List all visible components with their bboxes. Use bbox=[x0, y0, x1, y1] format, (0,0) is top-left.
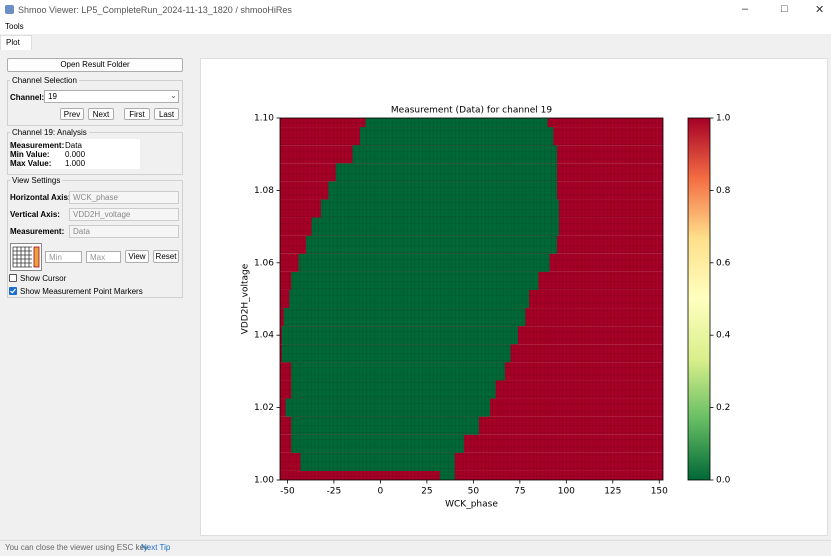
y-tick-label: 1.06 bbox=[254, 258, 274, 268]
setting-select[interactable]: Data bbox=[69, 225, 179, 238]
y-tick-label: 1.04 bbox=[254, 331, 274, 341]
heatmap bbox=[280, 118, 663, 480]
window-title: Shmoo Viewer: LP5_CompleteRun_2024-11-13… bbox=[18, 5, 292, 15]
analysis-value: 0.000 bbox=[65, 150, 86, 159]
menu-tools[interactable]: Tools bbox=[5, 22, 24, 31]
dropdown-arrow: ⌄ bbox=[170, 91, 177, 100]
analysis-value: Data bbox=[65, 141, 82, 150]
colorbar-tick-label: 0.6 bbox=[716, 258, 731, 268]
group-title: Channel 19: Analysis bbox=[10, 128, 89, 137]
chart: -50 -25 0 25 50 75 100 125 150 1.00 1.02 1.04 1.06 1.… bbox=[241, 106, 731, 510]
tab-label[interactable]: Plot bbox=[6, 38, 20, 47]
colorbar bbox=[687, 117, 711, 481]
setting-select[interactable]: WCK_phase bbox=[69, 191, 179, 204]
colormap-button[interactable] bbox=[10, 243, 42, 271]
channel-group bbox=[7, 80, 183, 126]
view-button[interactable]: View bbox=[125, 250, 149, 263]
analysis-key: Min Value: bbox=[10, 150, 50, 159]
x-tick-label: 50 bbox=[468, 487, 480, 497]
group-title: Channel Selection bbox=[10, 76, 79, 85]
max-input[interactable]: Max bbox=[86, 251, 121, 263]
x-tick-label: 75 bbox=[514, 487, 525, 497]
y-tick-label: 1.00 bbox=[254, 476, 274, 486]
analysis-value: 1.000 bbox=[65, 159, 86, 168]
colorbar-tick-label: 1.0 bbox=[716, 114, 731, 124]
minimize[interactable]: – bbox=[742, 3, 749, 15]
x-tick-label: -25 bbox=[327, 487, 342, 497]
prev-button[interactable]: Prev bbox=[60, 108, 84, 120]
checkbox-label[interactable]: Show Cursor bbox=[20, 274, 67, 283]
reset-button[interactable]: Reset bbox=[153, 250, 179, 263]
colorbar-tick-label: 0.0 bbox=[716, 476, 731, 486]
group-title: View Settings bbox=[10, 176, 63, 185]
menu-bar bbox=[0, 20, 831, 34]
icon-grid bbox=[12, 246, 32, 268]
setting-label: Vertical Axis: bbox=[10, 210, 60, 219]
channel-select[interactable]: 19 bbox=[44, 90, 179, 103]
channel-label: Channel: bbox=[10, 93, 45, 102]
analysis-key: Max Value: bbox=[10, 159, 52, 168]
icon-bar bbox=[33, 246, 40, 268]
x-tick-label: -50 bbox=[280, 487, 295, 497]
app-icon bbox=[5, 5, 14, 14]
next-tip-link[interactable]: Next Tip bbox=[141, 543, 171, 552]
min-input[interactable]: Min bbox=[45, 251, 82, 263]
view-group bbox=[7, 180, 183, 298]
analysis-group bbox=[7, 132, 183, 175]
y-axis-label: VDD2H_voltage bbox=[241, 263, 251, 334]
analysis-box bbox=[22, 139, 140, 169]
last-button[interactable]: Last bbox=[154, 108, 179, 120]
y-tick-label: 1.10 bbox=[254, 114, 274, 124]
x-tick-label: 0 bbox=[378, 487, 384, 497]
x-tick-label: 25 bbox=[421, 487, 432, 497]
open-folder-button[interactable]: Open Result Folder bbox=[7, 58, 183, 72]
checkbox-label[interactable]: Show Measurement Point Markers bbox=[20, 287, 143, 296]
x-tick-label: 125 bbox=[604, 487, 621, 497]
checkbox[interactable] bbox=[9, 274, 17, 282]
colorbar-tick-label: 0.8 bbox=[716, 186, 731, 196]
y-tick-label: 1.02 bbox=[254, 403, 274, 413]
maximize[interactable]: □ bbox=[781, 3, 788, 15]
status-bar bbox=[0, 540, 831, 556]
chart-title: Measurement (Data) for channel 19 bbox=[391, 106, 552, 116]
setting-label: Horizontal Axis: bbox=[10, 193, 71, 202]
setting-label: Measurement: bbox=[10, 227, 65, 236]
cell-mesh bbox=[280, 118, 663, 480]
next-button[interactable]: Next bbox=[88, 108, 114, 120]
colorbar-tick-label: 0.4 bbox=[716, 331, 731, 341]
first-button[interactable]: First bbox=[124, 108, 150, 120]
colorbar-tick-label: 0.2 bbox=[716, 403, 730, 413]
x-tick-label: 100 bbox=[558, 487, 575, 497]
x-axis-label: WCK_phase bbox=[445, 500, 498, 510]
plot-frame bbox=[279, 117, 664, 481]
setting-select[interactable]: VDD2H_voltage bbox=[69, 208, 179, 221]
close[interactable]: ✕ bbox=[815, 4, 825, 16]
tab[interactable] bbox=[0, 35, 32, 50]
analysis-key: Measurement: bbox=[10, 141, 65, 150]
x-tick-label: 150 bbox=[651, 487, 668, 497]
y-tick-label: 1.08 bbox=[254, 186, 274, 196]
status-text: You can close the viewer using ESC key. bbox=[5, 543, 150, 552]
title-bar bbox=[0, 0, 831, 20]
checkbox[interactable] bbox=[9, 287, 17, 295]
